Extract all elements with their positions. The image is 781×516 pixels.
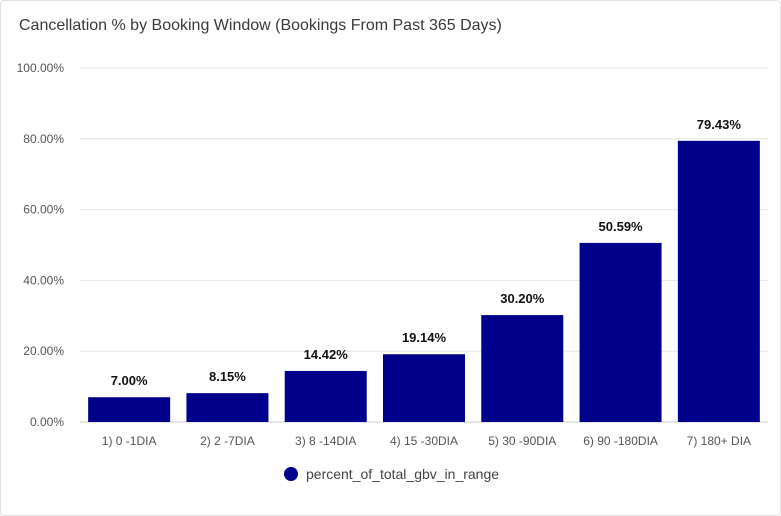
x-tick-label: 2) 2 -7DIA bbox=[200, 434, 255, 448]
data-label: 8.15% bbox=[209, 369, 246, 384]
legend[interactable]: percent_of_total_gbv_in_range bbox=[284, 466, 499, 482]
bar[interactable] bbox=[284, 370, 367, 422]
y-tick-label: 20.00% bbox=[23, 344, 64, 358]
bar[interactable] bbox=[383, 354, 465, 422]
bar[interactable] bbox=[579, 242, 662, 422]
legend-label[interactable]: percent_of_total_gbv_in_range bbox=[306, 466, 499, 482]
x-tick-label: 7) 180+ DIA bbox=[687, 434, 751, 448]
x-tick-label: 6) 90 -180DIA bbox=[583, 434, 658, 448]
data-label: 14.42% bbox=[304, 347, 349, 362]
data-label: 19.14% bbox=[402, 330, 447, 345]
legend-swatch bbox=[284, 467, 298, 481]
data-label: 30.20% bbox=[500, 291, 545, 306]
x-tick-label: 5) 30 -90DIA bbox=[488, 434, 556, 448]
x-tick-label: 4) 15 -30DIA bbox=[390, 434, 458, 448]
y-tick-label: 60.00% bbox=[23, 203, 64, 217]
x-tick-label: 3) 8 -14DIA bbox=[295, 434, 356, 448]
x-axis-ticks: 1) 0 -1DIA 2) 2 -7DIA 3) 8 -14DIA 4) 15 -30… bbox=[102, 434, 751, 448]
y-tick-label: 80.00% bbox=[23, 132, 64, 146]
y-tick-label: 40.00% bbox=[23, 273, 64, 287]
bars bbox=[88, 140, 760, 422]
bar[interactable] bbox=[677, 140, 760, 422]
x-tick-label: 1) 0 -1DIA bbox=[102, 434, 157, 448]
data-label: 50.59% bbox=[599, 219, 644, 234]
y-tick-label: 100.00% bbox=[17, 61, 65, 75]
bar[interactable] bbox=[186, 393, 269, 422]
data-labels: 7.00% 8.15% 14.42% 19.14% 30.20% 50.59% 79.43% bbox=[111, 117, 742, 388]
y-axis-ticks: 0.00% 20.00% 40.00% 60.00% 80.00% 100.00% bbox=[17, 61, 65, 429]
chart-title: Cancellation % by Booking Window (Bookin… bbox=[19, 17, 502, 34]
data-label: 7.00% bbox=[111, 373, 148, 388]
y-tick-label: 0.00% bbox=[30, 415, 64, 429]
bar[interactable] bbox=[88, 397, 171, 422]
bar[interactable] bbox=[481, 315, 564, 422]
data-label: 79.43% bbox=[697, 117, 742, 132]
